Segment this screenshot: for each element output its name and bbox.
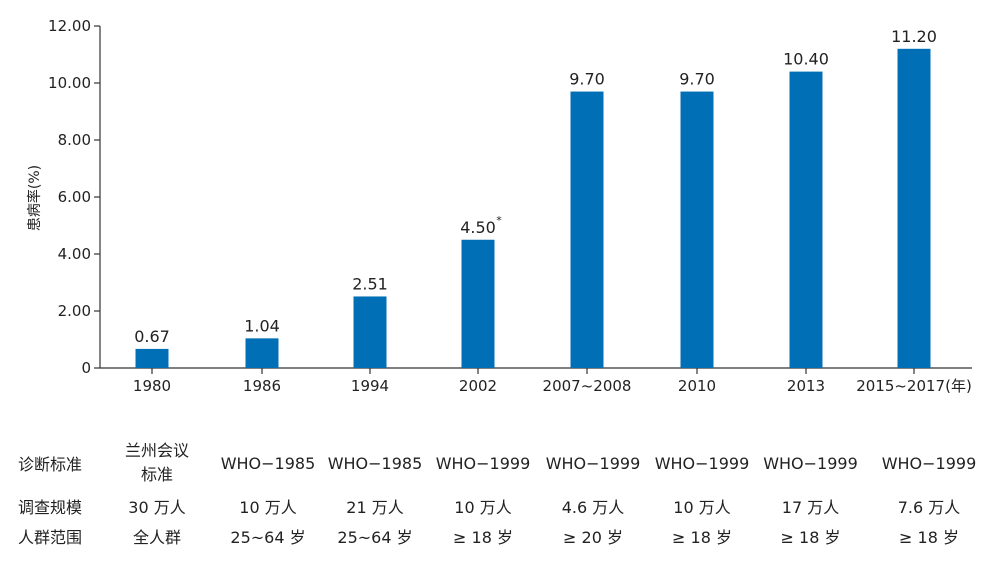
data-labels: 0.67 1.04 2.51 4.50 * 9.70 9.70 10.40 11.20 [134,27,937,346]
y-axis-label: 患病率(%) [26,165,43,231]
data-label: 11.20 [891,27,937,46]
y-tick-label: 0 [81,359,91,377]
bar [680,91,714,369]
bar [570,91,604,369]
bar [245,338,279,368]
data-label: 4.50 [460,218,496,237]
table-cell-text: 兰州会议标准 [125,441,190,484]
bar [789,71,823,368]
table-cell: 10 万人 [454,498,512,517]
data-label: 9.70 [679,70,715,89]
table-cell: ≥ 18 岁 [899,528,959,547]
table-cell: 10 万人 [673,498,731,517]
bar [135,348,169,368]
table-row-diagnostic-criteria: 诊断标准 兰州会议标准 WHO−1985 WHO−1985 WHO−1999 W… [0,435,993,491]
survey-info-table: 诊断标准 兰州会议标准 WHO−1985 WHO−1985 WHO−1999 W… [0,435,993,551]
y-tick-label: 12.00 [48,17,91,35]
y-tick-label: 4.00 [58,245,91,263]
y-tick-label: 6.00 [58,188,91,206]
table-cell: WHO−1985 [220,453,316,473]
bar [897,48,931,369]
table-cell: 30 万人 [128,498,186,517]
table-cell: WHO−1985 [327,453,423,473]
table-cell: WHO−1999 [654,453,750,473]
table-cell: 21 万人 [346,498,404,517]
table-cell: WHO−1999 [545,453,641,473]
y-axis: 0 2.00 4.00 6.00 8.00 10.00 12.00 [48,17,101,377]
table-cell: 4.6 万人 [561,498,625,517]
footnote-marker: * [496,214,502,227]
table-cell: WHO−1999 [881,453,977,473]
data-label: 10.40 [783,50,829,69]
table-cell: WHO−1999 [763,453,858,473]
x-tick-label: 1980 [133,377,171,395]
bar [353,296,387,368]
table-cell: ≥ 18 岁 [672,528,732,547]
table-row-population: 人群范围 全人群 25~64 岁 25~64 岁 ≥ 18 岁 ≥ 20 岁 ≥… [0,521,993,551]
data-label: 2.51 [352,274,388,293]
x-axis: 1980 1986 1994 2002 2007~2008 2010 2013 2015~20… [100,367,972,395]
table-cell: 7.6 万人 [897,498,961,517]
y-tick-label: 8.00 [58,131,91,149]
table-cell: 全人群 [132,528,181,547]
row-header: 调查规模 [17,498,82,517]
data-label: 0.67 [134,327,170,346]
table-cell: ≥ 20 岁 [563,528,623,547]
table-cell: 25~64 岁 [337,528,413,547]
table-cell: 17 万人 [781,498,840,517]
x-tick-label: 2013 [787,377,825,395]
x-tick-label: 1986 [243,377,281,395]
bars [135,48,931,369]
table-row-survey-scale: 调查规模 30 万人 10 万人 21 万人 10 万人 4.6 万人 10 万… [0,491,993,521]
x-tick-label: 2007~2008 [543,377,632,395]
table-cell: 兰州会议标准 [100,435,214,491]
x-tick-label: 1994 [351,377,389,395]
table-cell: ≥ 18 岁 [780,528,841,547]
table-cell: ≥ 18 岁 [453,528,513,547]
table-cell: 25~64 岁 [230,528,306,547]
data-label: 1.04 [244,316,280,335]
data-label: 9.70 [569,70,605,89]
row-header: 诊断标准 [17,455,82,474]
y-tick-label: 2.00 [58,302,91,320]
x-tick-label: 2015~2017(年) [856,377,972,395]
bar [461,239,495,368]
y-tick-label: 10.00 [48,74,91,92]
x-tick-label: 2010 [678,377,716,395]
x-tick-label: 2002 [459,377,497,395]
table-cell: 10 万人 [239,498,297,517]
table-cell: WHO−1999 [435,453,531,473]
row-header: 人群范围 [17,528,82,547]
